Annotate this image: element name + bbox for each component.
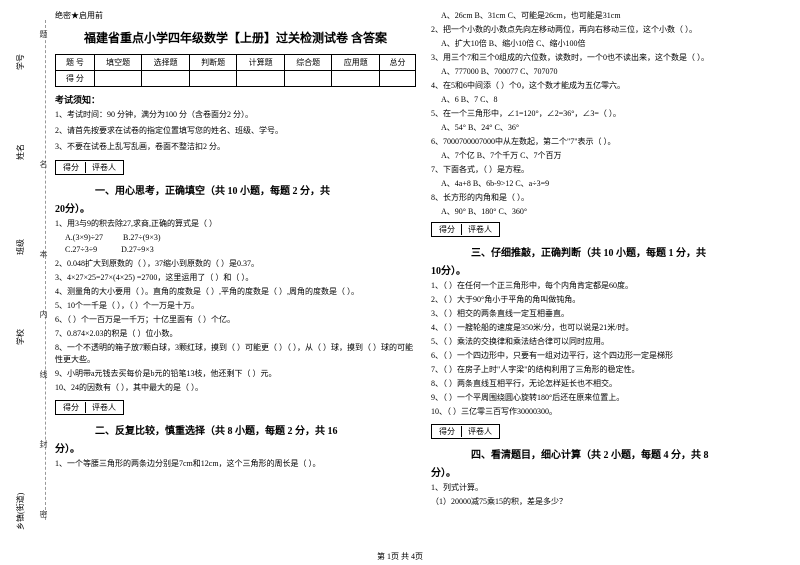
q2-2-opts: A、扩大10倍 B、缩小10倍 C、缩小100倍 <box>441 38 792 50</box>
main-content: 绝密★启用前 福建省重点小学四年级数学【上册】过关检测试卷 含答案 题 号 填空… <box>50 0 800 565</box>
right-column: A、26cm B、31cm C、可能是26cm，也可能是31cm 2、把一个小数… <box>431 10 792 560</box>
notice-item: 2、请首先按要求在试卷的指定位置填写您的姓名、班级、学号。 <box>55 125 416 138</box>
q1-1: 1、用3与9的积去除27,求商,正确的算式是（ ） <box>55 218 416 230</box>
notice-item: 1、考试时间：90 分钟，满分为100 分（含卷面分2 分）。 <box>55 109 416 122</box>
marker-nei: 内 <box>38 310 49 318</box>
table-row: 得 分 <box>56 71 416 87</box>
page-footer: 第 1页 共 4页 <box>377 551 423 562</box>
q3-5: 5、（ ）乘法的交换律和乘法结合律可以同时应用。 <box>431 336 792 348</box>
score-box: 得分评卷人 <box>431 222 500 237</box>
score-box: 得分评卷人 <box>431 424 500 439</box>
q3-7: 7、（ ）在房子上时"人字梁"的结构利用了三角形的稳定性。 <box>431 364 792 376</box>
q2-8-opts: A、90° B、180° C、360° <box>441 206 792 218</box>
marker-ming: 名 <box>38 160 49 168</box>
secret-label: 绝密★启用前 <box>55 10 416 21</box>
q2-7: 7、下面各式，（ ）是方程。 <box>431 164 792 176</box>
q1-9: 9、小明带a元钱去买每价是b元的铅笔13枝，他还剩下（ ）元。 <box>55 368 416 380</box>
marker-feng: 封 <box>38 440 49 448</box>
score-box: 得分评卷人 <box>55 160 124 175</box>
q1-6: 6、（ ）个一百万是一千万；十亿里面有（ ）个亿。 <box>55 314 416 326</box>
q3-2: 2、（ ）大于90°角小于平角的角叫做钝角。 <box>431 294 792 306</box>
label-xuehao: 学号 <box>15 54 26 70</box>
label-xingming: 姓名 <box>15 144 26 160</box>
q3-4: 4、（ ）一艘轮船的速度是350米/分，也可以说是21米/时。 <box>431 322 792 334</box>
q1-3: 3、4×27×25=27×(4×25) =2700，这里运用了（ ）和（ ）。 <box>55 272 416 284</box>
notice-item: 3、不要在试卷上乱写乱画，卷面不整洁扣2 分。 <box>55 141 416 154</box>
q1-10: 10、24的因数有（ ），其中最大的是（ ）。 <box>55 382 416 394</box>
q3-1: 1、（ ）在任何一个正三角形中，每个内角肯定都是60度。 <box>431 280 792 292</box>
label-xuexiao: 学校 <box>15 329 26 345</box>
exam-title: 福建省重点小学四年级数学【上册】过关检测试卷 含答案 <box>55 29 416 46</box>
q2-2: 2、把一个小数的小数点先向左移动两位，再向右移动三位，这个小数（ ）。 <box>431 24 792 36</box>
marker-ti: 题 <box>38 30 49 38</box>
q1-7: 7、0.874×2.03的积是（ ）位小数。 <box>55 328 416 340</box>
q3-3: 3、（ ）相交的两条直线一定互相垂直。 <box>431 308 792 320</box>
section3-heading: 三、仔细推敲，正确判断（共 10 小题，每题 1 分，共 <box>431 244 792 259</box>
marker-mi: 密 <box>38 510 49 518</box>
notice-heading: 考试须知： <box>55 93 416 106</box>
q3-9: 9、（ ）一个平周围绕圆心旋转180°后还在原来位置上。 <box>431 392 792 404</box>
marker-xian: 线 <box>38 370 49 378</box>
q3-8: 8、（ ）两条直线互相平行，无论怎样延长也不相交。 <box>431 378 792 390</box>
q1-2: 2、0.048扩大到原数的（ ），37缩小到原数的（ ）是0.37。 <box>55 258 416 270</box>
q3-10: 10、（ ）三亿零三百写作30000300。 <box>431 406 792 418</box>
score-table: 题 号 填空题 选择题 判断题 计算题 综合题 应用题 总分 得 分 <box>55 54 416 87</box>
q2-1: 1、一个等腰三角形的两条边分别是7cm和12cm，这个三角形的周长是（ ）。 <box>55 458 416 470</box>
table-row: 题 号 填空题 选择题 判断题 计算题 综合题 应用题 总分 <box>56 55 416 71</box>
left-column: 绝密★启用前 福建省重点小学四年级数学【上册】过关检测试卷 含答案 题 号 填空… <box>55 10 416 560</box>
q2-6: 6、7000700007000中从左数起，第二个"7"表示（ ）。 <box>431 136 792 148</box>
q3-6: 6、（ ）一个四边形中，只要有一组对边平行，这个四边形一定是梯形 <box>431 350 792 362</box>
q2-8: 8、长方形的内角和是（ ）。 <box>431 192 792 204</box>
q4-1: 1、列式计算。 <box>431 482 792 494</box>
q2-3: 3、用三个7和三个0组成的六位数，读数时，一个0也不读出来，这个数是（ ）。 <box>431 52 792 64</box>
q1-8: 8、一个不透明的箱子放7颗白球，3颗红球，摸到（ ）可能更（ ）（ ），从（ ）… <box>55 342 416 366</box>
section4-heading: 四、看清题目，细心计算（共 2 小题，每题 4 分，共 8 <box>431 446 792 461</box>
q2-3-opts: A、777000 B、700077 C、707070 <box>441 66 792 78</box>
section2-heading: 二、反复比较，慎重选择（共 8 小题，每题 2 分，共 16 <box>55 422 416 437</box>
label-banji: 班级 <box>15 239 26 255</box>
marker-ben: 本 <box>38 250 49 258</box>
section1-heading: 一、用心思考，正确填空（共 10 小题，每题 2 分，共 <box>55 182 416 197</box>
q2-1-opts: A、26cm B、31cm C、可能是26cm，也可能是31cm <box>441 10 792 22</box>
q1-1-opts: A.(3×9)÷27 B.27÷(9×3) C.27÷3÷9 D.27÷9×3 <box>65 232 416 256</box>
q2-4-opts: A、6 B、7 C、8 <box>441 94 792 106</box>
section4-heading2: 分）。 <box>431 464 792 479</box>
section3-heading2: 10分）。 <box>431 262 792 277</box>
q4-1s: （1）20000减75乘15的积，差是多少？ <box>431 496 792 508</box>
section1-heading2: 20分）。 <box>55 200 416 215</box>
label-xiangzhen: 乡镇(街道) <box>15 493 26 530</box>
score-box: 得分评卷人 <box>55 400 124 415</box>
binding-sidebar: 学号 姓名 班级 学校 乡镇(街道) 题 名 本 内 线 封 密 <box>0 0 50 565</box>
q2-6-opts: A、7个亿 B、7个千万 C、7个百万 <box>441 150 792 162</box>
q2-7-opts: A、4a+8 B、6b-9>12 C、a÷3=9 <box>441 178 792 190</box>
section2-heading2: 分）。 <box>55 440 416 455</box>
q2-5-opts: A、54° B、24° C、36° <box>441 122 792 134</box>
q2-5: 5、在一个三角形中，∠1=120°，∠2=36°，∠3=（ ）。 <box>431 108 792 120</box>
q1-4: 4、测量角的大小要用（ ）。直角的度数是（ ）,平角的度数是（ ）,周角的度数是… <box>55 286 416 298</box>
q2-4: 4、在5和6中间添（ ）个0，这个数才能成为五亿零六。 <box>431 80 792 92</box>
q1-5: 5、10个一千是（ ），（ ）个一万是十万。 <box>55 300 416 312</box>
